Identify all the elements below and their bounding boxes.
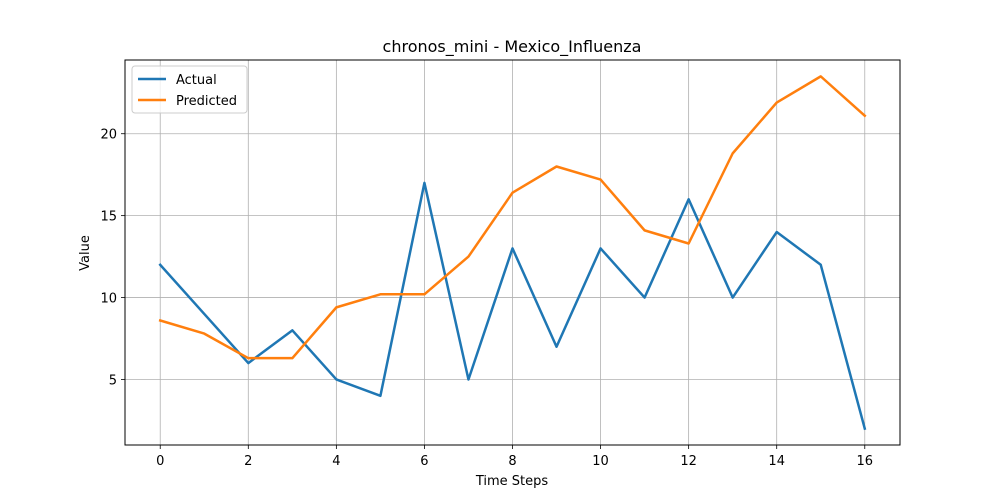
y-tick-label: 5 [109,373,117,388]
series-lines [158,75,867,431]
grid-lines [125,60,900,445]
legend-label-predicted: Predicted [176,94,237,109]
x-tick-label: 6 [420,454,428,469]
y-tick-label: 10 [100,292,117,307]
x-tick-label: 12 [680,454,697,469]
y-axis-label: Value [78,235,93,271]
series-line-actual [158,181,867,431]
x-axis-label: Time Steps [475,474,549,489]
legend: Actual Predicted [131,65,248,114]
x-tick-label: 0 [156,454,164,469]
x-tick-label: 10 [592,454,609,469]
x-tick-label: 16 [856,454,873,469]
series-line-predicted [158,75,867,360]
x-tick-label: 14 [768,454,785,469]
y-tick-label: 20 [100,128,117,143]
legend-label-actual: Actual [176,73,217,88]
y-tick-label: 15 [100,210,117,225]
x-tick-label: 2 [244,454,252,469]
x-tick-label: 4 [332,454,340,469]
chart-title: chronos_mini - Mexico_Influenza [383,37,642,57]
axis-ticks: 0 2 4 6 8 10 12 14 16 5 10 15 20 [100,128,873,469]
x-tick-label: 8 [508,454,516,469]
